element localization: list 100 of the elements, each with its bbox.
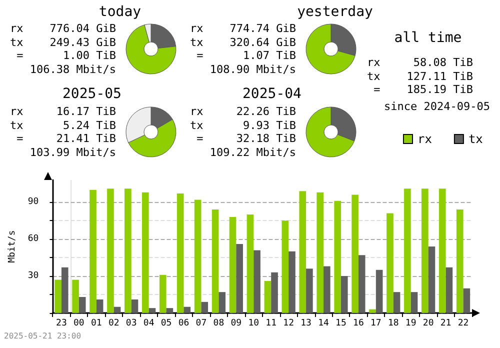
legend-label: tx bbox=[468, 132, 483, 146]
text: rx 22.26 TiB bbox=[190, 105, 296, 118]
text: all time bbox=[393, 30, 463, 46]
bar bbox=[254, 250, 260, 313]
x-tick-label: 05 bbox=[160, 318, 172, 328]
x-tick-label: 18 bbox=[388, 318, 399, 328]
text: tx 249.43 GiB bbox=[10, 36, 116, 48]
bar bbox=[324, 266, 330, 313]
bar bbox=[299, 191, 306, 313]
bar bbox=[96, 299, 104, 313]
bar bbox=[166, 308, 174, 313]
bar bbox=[316, 192, 324, 313]
x-tick-label: 00 bbox=[74, 318, 84, 328]
x-tick-label: 10 bbox=[248, 318, 260, 328]
text: rx 16.17 TiB bbox=[10, 105, 116, 118]
text: 103.99 Mbit/s bbox=[30, 146, 116, 158]
text: tx 9.93 TiB bbox=[190, 118, 296, 132]
bar bbox=[142, 192, 149, 313]
x-tick-label: 01 bbox=[90, 318, 102, 328]
x-tick-label: 15 bbox=[336, 318, 346, 328]
bar bbox=[201, 302, 208, 313]
bar bbox=[271, 272, 278, 313]
x-tick-label: 11 bbox=[266, 318, 277, 328]
bar bbox=[176, 194, 184, 313]
bar bbox=[410, 292, 418, 313]
bar bbox=[446, 267, 453, 313]
bar bbox=[246, 214, 254, 313]
bar bbox=[340, 276, 348, 313]
text: = 185.19 TiB bbox=[372, 83, 473, 96]
bar bbox=[72, 280, 79, 313]
text: = 1.07 TiB bbox=[196, 49, 296, 62]
x-tick-label: 17 bbox=[370, 318, 382, 328]
x-tick-label: 20 bbox=[422, 318, 434, 328]
x-tick-label: 12 bbox=[283, 318, 294, 328]
bar bbox=[463, 288, 470, 313]
bar bbox=[114, 306, 121, 313]
bar bbox=[159, 274, 166, 313]
x-tick-label: 04 bbox=[143, 318, 154, 328]
chart-title: yesterday bbox=[296, 4, 374, 20]
bar bbox=[90, 190, 96, 313]
bar bbox=[218, 292, 226, 313]
text: tx 127.11 TiB bbox=[367, 70, 473, 82]
bar bbox=[264, 280, 272, 313]
legend-label: rx bbox=[418, 132, 432, 146]
x-tick-label: 16 bbox=[353, 318, 364, 328]
x-tick-label: 22 bbox=[458, 318, 469, 328]
bar bbox=[358, 255, 366, 313]
x-tick-label: 14 bbox=[318, 318, 329, 328]
x-tick-label: 23 bbox=[56, 318, 67, 328]
bar bbox=[386, 213, 394, 313]
x-tick-label: 03 bbox=[126, 318, 137, 328]
bar bbox=[352, 194, 358, 313]
text: = 21.41 TiB bbox=[16, 132, 116, 145]
y-axis-title: Mbit/s bbox=[8, 230, 18, 263]
x-tick-label: 19 bbox=[405, 318, 416, 328]
text: 109.22 Mbit/s bbox=[210, 146, 296, 158]
bar bbox=[194, 200, 202, 313]
bar bbox=[306, 268, 313, 313]
bar bbox=[54, 280, 62, 313]
text: rx 776.04 GiB bbox=[10, 22, 116, 35]
bar bbox=[428, 246, 436, 313]
text: rx 58.08 TiB bbox=[367, 56, 473, 69]
y-tick-label: 90 bbox=[28, 197, 39, 208]
bar bbox=[229, 216, 236, 313]
bar bbox=[61, 267, 68, 313]
bar bbox=[131, 299, 138, 313]
bar bbox=[404, 188, 411, 313]
x-tick-label: 07 bbox=[196, 318, 207, 328]
y-tick-label: 30 bbox=[28, 271, 39, 282]
x-tick-label: 06 bbox=[178, 318, 190, 328]
text: tx 5.24 TiB bbox=[10, 118, 116, 132]
bar bbox=[438, 188, 446, 313]
bar bbox=[282, 220, 289, 313]
text: 108.90 Mbit/s bbox=[210, 62, 296, 76]
x-tick-label: 09 bbox=[230, 318, 242, 328]
y-tick-label: 60 bbox=[28, 234, 39, 244]
text: = 32.18 TiB bbox=[196, 132, 296, 145]
bar bbox=[148, 308, 156, 313]
bar bbox=[212, 210, 219, 313]
bar bbox=[393, 292, 400, 313]
bar bbox=[456, 210, 464, 313]
bar bbox=[288, 251, 296, 313]
x-tick-label: 21 bbox=[440, 318, 452, 328]
bar bbox=[422, 188, 428, 313]
bar bbox=[369, 309, 376, 313]
bar bbox=[78, 296, 86, 313]
text: 106.38 Mbit/s bbox=[30, 62, 116, 76]
bar bbox=[107, 188, 114, 313]
chart-title: 2025-04 bbox=[241, 86, 302, 102]
text: = 1.00 TiB bbox=[16, 49, 116, 62]
x-tick-label: 08 bbox=[213, 318, 224, 328]
bar bbox=[236, 244, 243, 313]
chart-title: 2025-05 bbox=[61, 86, 122, 102]
text: 2025-05-21 23:00 bbox=[4, 332, 82, 340]
chart-title: today bbox=[98, 4, 142, 20]
text: tx 320.64 GiB bbox=[190, 36, 296, 48]
text: rx 774.74 GiB bbox=[190, 22, 296, 35]
bar bbox=[334, 200, 341, 313]
text: since 2024-09-05 bbox=[384, 100, 490, 113]
x-tick-label: 02 bbox=[108, 318, 120, 328]
